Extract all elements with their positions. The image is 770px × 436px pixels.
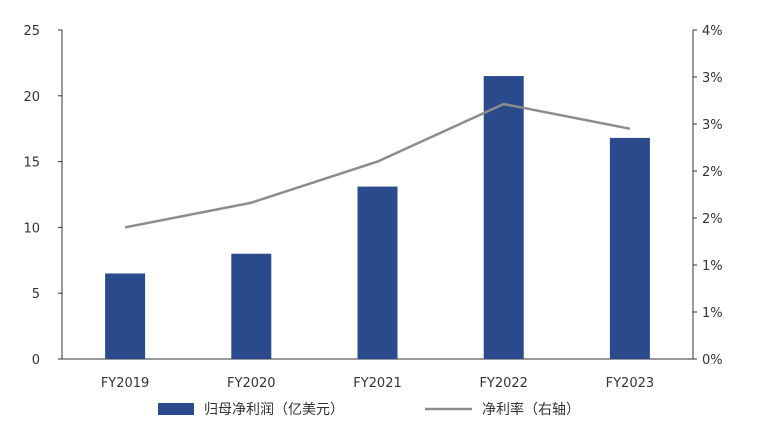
y2-tick-label: 1% — [702, 259, 723, 274]
x-tick-label: FY2023 — [606, 376, 655, 391]
y2-tick-label: 3% — [702, 118, 723, 133]
x-tick-label: FY2020 — [227, 376, 276, 391]
x-tick-label: FY2022 — [479, 376, 528, 391]
y-tick-label: 25 — [23, 24, 40, 39]
legend-bar-swatch — [158, 403, 194, 415]
bar — [105, 273, 146, 359]
y2-tick-label: 2% — [702, 212, 723, 227]
y2-tick-label: 3% — [702, 71, 723, 86]
bar — [231, 253, 272, 359]
y2-tick-label: 1% — [702, 306, 723, 321]
bar — [357, 186, 398, 359]
legend-bar-label: 归母净利润（亿美元） — [204, 401, 344, 418]
y2-tick-label: 2% — [702, 165, 723, 180]
y-tick-label: 20 — [23, 90, 40, 105]
x-tick-label: FY2021 — [353, 376, 402, 391]
y-tick-label: 15 — [23, 156, 40, 171]
x-tick-label: FY2019 — [101, 376, 150, 391]
y-tick-label: 5 — [32, 287, 40, 302]
y-tick-label: 10 — [23, 221, 40, 236]
bar — [609, 137, 650, 359]
y2-tick-label: 0% — [702, 353, 723, 368]
y2-tick-label: 4% — [702, 24, 723, 39]
bar — [483, 76, 524, 359]
legend-line-label: 净利率（右轴） — [482, 401, 580, 418]
y-tick-label: 0 — [32, 353, 40, 368]
